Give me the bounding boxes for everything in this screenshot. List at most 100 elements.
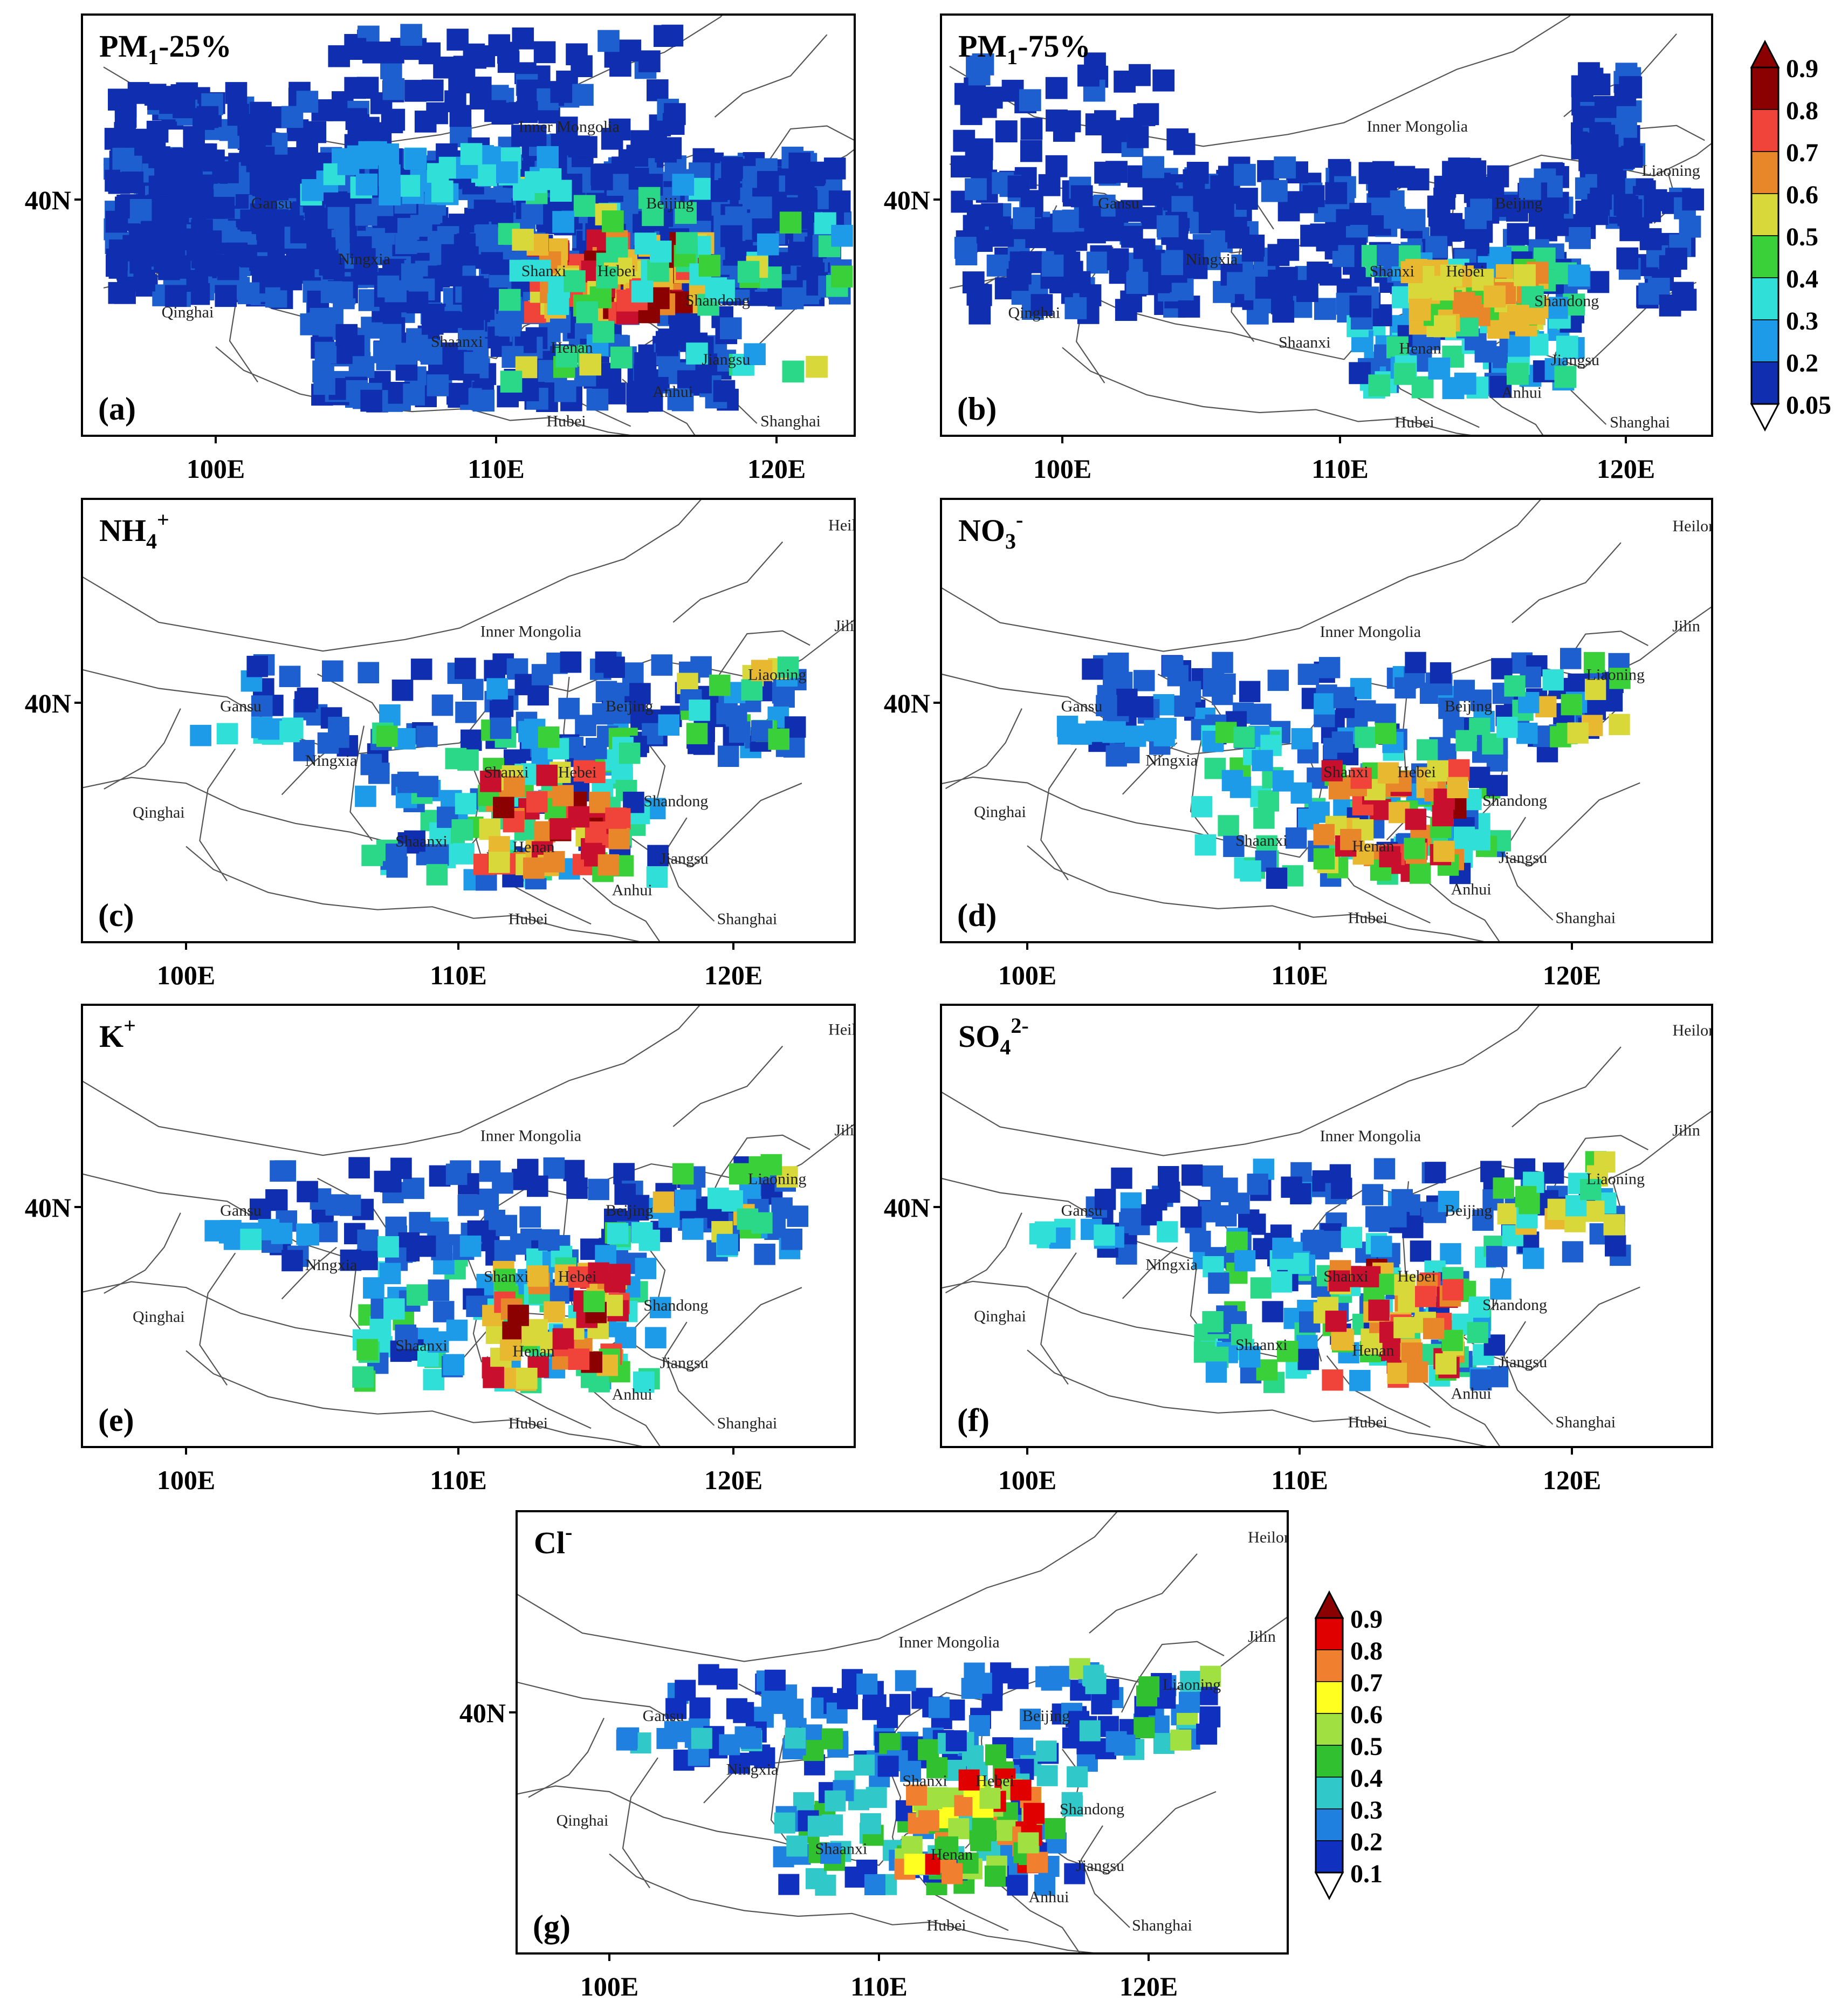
- panel-title: NH4+: [99, 508, 169, 553]
- grid-cell: [1358, 162, 1381, 184]
- grid-cell: [319, 253, 341, 276]
- grid-cell: [459, 1235, 482, 1257]
- grid-cell: [627, 1199, 649, 1221]
- province-boundary: [1080, 1825, 1130, 1928]
- province-label: Shaanxi: [395, 832, 448, 850]
- grid-cell: [449, 105, 472, 127]
- province-label: Ningxia: [1145, 1256, 1198, 1274]
- grid-cell: [1394, 1274, 1416, 1295]
- grid-cell: [906, 1784, 928, 1806]
- grid-cell: [968, 302, 991, 325]
- grid-cell: [1155, 718, 1177, 739]
- grid-cell: [945, 1730, 967, 1752]
- province-label: Shaanxi: [1235, 1336, 1288, 1354]
- grid-cell: [316, 1221, 338, 1243]
- grid-cell: [464, 352, 486, 374]
- grid-cell: [602, 210, 624, 232]
- grid-cell: [1393, 1317, 1415, 1339]
- grid-cell: [1331, 731, 1354, 753]
- grid-cell: [1682, 188, 1705, 211]
- grid-cell: [667, 388, 690, 410]
- colorbar-frame: [1750, 66, 1780, 405]
- grid-cell: [491, 202, 513, 225]
- province-label: Jiangsu: [1076, 1857, 1124, 1875]
- x-tick-label: 100E: [580, 1971, 638, 2001]
- grid-cell: [451, 819, 473, 841]
- grid-cell: [294, 691, 316, 712]
- grid-cell: [549, 818, 571, 840]
- map-panel-b: Inner Mongolia Liaoning Gansu Beijing Ningxi…: [884, 13, 1713, 484]
- grid-cell: [962, 271, 985, 293]
- province-label: Anhui: [1451, 1384, 1492, 1402]
- grid-cell: [1542, 202, 1564, 224]
- grid-cell: [1266, 180, 1288, 202]
- grid-cell: [1410, 862, 1431, 884]
- grid-cell: [1105, 1731, 1127, 1752]
- colorbar-segment: [1315, 1777, 1343, 1809]
- province-boundary: [1089, 1553, 1198, 1634]
- grid-cell: [490, 717, 512, 739]
- grid-cell: [1519, 177, 1541, 200]
- province-label: Hebei: [1446, 263, 1485, 280]
- province-label: Inner Mongolia: [1367, 118, 1468, 135]
- province-label: Qinghai: [557, 1812, 609, 1829]
- grid-cell: [1247, 1174, 1268, 1195]
- grid-cell: [1493, 1177, 1514, 1199]
- grid-cell: [895, 1670, 916, 1691]
- grid-cell: [1078, 206, 1101, 228]
- grid-cell: [391, 680, 414, 701]
- grid-cell: [1297, 1348, 1319, 1370]
- grid-cell: [713, 380, 736, 402]
- grid-cell: [212, 197, 235, 219]
- grid-cell: [337, 153, 360, 175]
- x-tick-label: 120E: [1543, 1465, 1601, 1495]
- grid-cell: [1483, 285, 1506, 308]
- grid-cell: [255, 191, 277, 214]
- province-label: Shanghai: [1132, 1916, 1192, 1934]
- grid-cell: [1107, 248, 1129, 271]
- grid-cell: [455, 793, 477, 814]
- grid-cell: [954, 83, 977, 105]
- grid-cell: [1191, 796, 1213, 818]
- panel-title: K+: [99, 1013, 136, 1054]
- grid-cell: [1104, 721, 1126, 743]
- grid-cell: [1200, 1665, 1221, 1687]
- grid-cell: [164, 285, 187, 307]
- grid-cell: [1023, 1802, 1045, 1824]
- grid-cell: [1064, 297, 1087, 319]
- grid-cell: [568, 1348, 590, 1370]
- grid-cell: [1046, 109, 1068, 132]
- province-label: Shanghai: [1610, 413, 1670, 431]
- grid-cell: [828, 190, 851, 212]
- province-label: Hebei: [558, 1268, 597, 1286]
- grid-cell: [725, 206, 747, 229]
- grid-cell: [1205, 1361, 1227, 1383]
- province-label: Jiangsu: [702, 351, 750, 368]
- grid-cell: [227, 104, 250, 126]
- grid-cell: [990, 1662, 1012, 1684]
- grid-cell: [1158, 1166, 1179, 1188]
- grid-cell: [1434, 175, 1457, 198]
- grid-cell: [788, 243, 810, 266]
- province-boundary: [1040, 1252, 1077, 1385]
- grid-cell: [1448, 759, 1470, 781]
- grid-cell: [1514, 264, 1536, 286]
- grid-cell: [717, 1233, 738, 1256]
- grid-cell: [1307, 262, 1329, 284]
- grid-cell: [1616, 247, 1639, 270]
- province-label: Beijing: [606, 1202, 653, 1219]
- grid-cell: [1045, 77, 1068, 99]
- grid-cell: [196, 106, 219, 128]
- grid-cell: [497, 42, 519, 64]
- colorbar-segment: [1751, 109, 1779, 152]
- grid-cell: [778, 1874, 800, 1895]
- grid-cell: [517, 79, 539, 102]
- colorbar-min-arrow: [1750, 403, 1780, 432]
- province-label: Shanghai: [1555, 1413, 1616, 1431]
- grid-cell: [1173, 133, 1196, 155]
- grid-cell: [1094, 1224, 1115, 1246]
- x-tick-label: 100E: [1033, 454, 1091, 484]
- grid-cell: [1567, 722, 1589, 744]
- grid-cell: [1302, 1230, 1324, 1251]
- grid-cell: [1471, 1369, 1492, 1391]
